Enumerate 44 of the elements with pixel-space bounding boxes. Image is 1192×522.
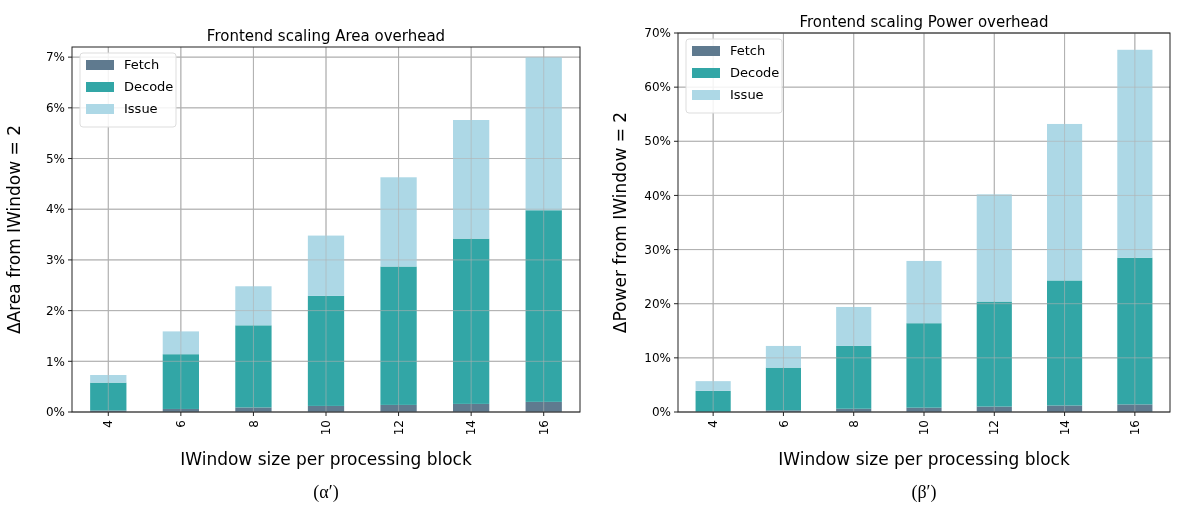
y-tick-label: 7%	[45, 50, 65, 65]
legend-label: Fetch	[730, 43, 766, 58]
y-tick-label: 4%	[45, 202, 65, 217]
y-axis-title: ΔPower from IWindow = 2	[610, 111, 630, 334]
y-tick-label: 6%	[45, 101, 65, 116]
y-tick-label: 1%	[45, 354, 65, 369]
legend-label: Fetch	[124, 57, 160, 72]
x-axis-title: IWindow size per processing block	[778, 449, 1070, 469]
y-tick-label: 3%	[45, 253, 65, 268]
y-tick-label: 50%	[644, 134, 671, 149]
y-tick-label: 0%	[45, 405, 65, 420]
legend-label: Decode	[730, 65, 780, 80]
text: (β′)	[911, 482, 937, 503]
x-tick-label: 16	[536, 420, 551, 436]
chart-title: Frontend scaling Area overhead	[206, 27, 446, 45]
y-axis-title: ΔArea from IWindow = 2	[4, 124, 24, 335]
x-tick-label: 6	[174, 420, 189, 428]
x-axis-title: IWindow size per processing block	[180, 449, 472, 469]
x-tick-label: 4	[706, 420, 721, 428]
legend-label: Issue	[124, 101, 158, 116]
x-tick-label: 12	[391, 420, 406, 436]
y-tick-label: 30%	[644, 242, 671, 257]
y-tick-label: 40%	[644, 188, 671, 203]
legend-label: Issue	[730, 87, 764, 102]
y-tick-label: 70%	[644, 26, 671, 41]
y-tick-label: 60%	[644, 80, 671, 95]
x-tick-label: 12	[987, 420, 1002, 436]
x-tick-label: 16	[1128, 420, 1143, 436]
x-tick-label: 10	[319, 420, 334, 436]
x-tick-label: 6	[776, 420, 791, 428]
x-tick-label: 8	[246, 420, 261, 428]
x-tick-label: 10	[917, 420, 932, 436]
x-tick-label: 14	[464, 420, 479, 436]
y-tick-label: 2%	[45, 303, 65, 318]
text: (α′)	[313, 482, 339, 503]
y-tick-label: 0%	[651, 405, 671, 420]
x-tick-label: 8	[846, 420, 861, 428]
chart-title: Frontend scaling Power overhead	[799, 13, 1049, 31]
y-tick-label: 5%	[45, 151, 65, 166]
legend-label: Decode	[124, 79, 174, 94]
y-tick-label: 10%	[644, 351, 671, 366]
x-tick-label: 14	[1057, 420, 1072, 436]
y-tick-label: 20%	[644, 296, 671, 311]
x-tick-label: 4	[101, 420, 116, 428]
